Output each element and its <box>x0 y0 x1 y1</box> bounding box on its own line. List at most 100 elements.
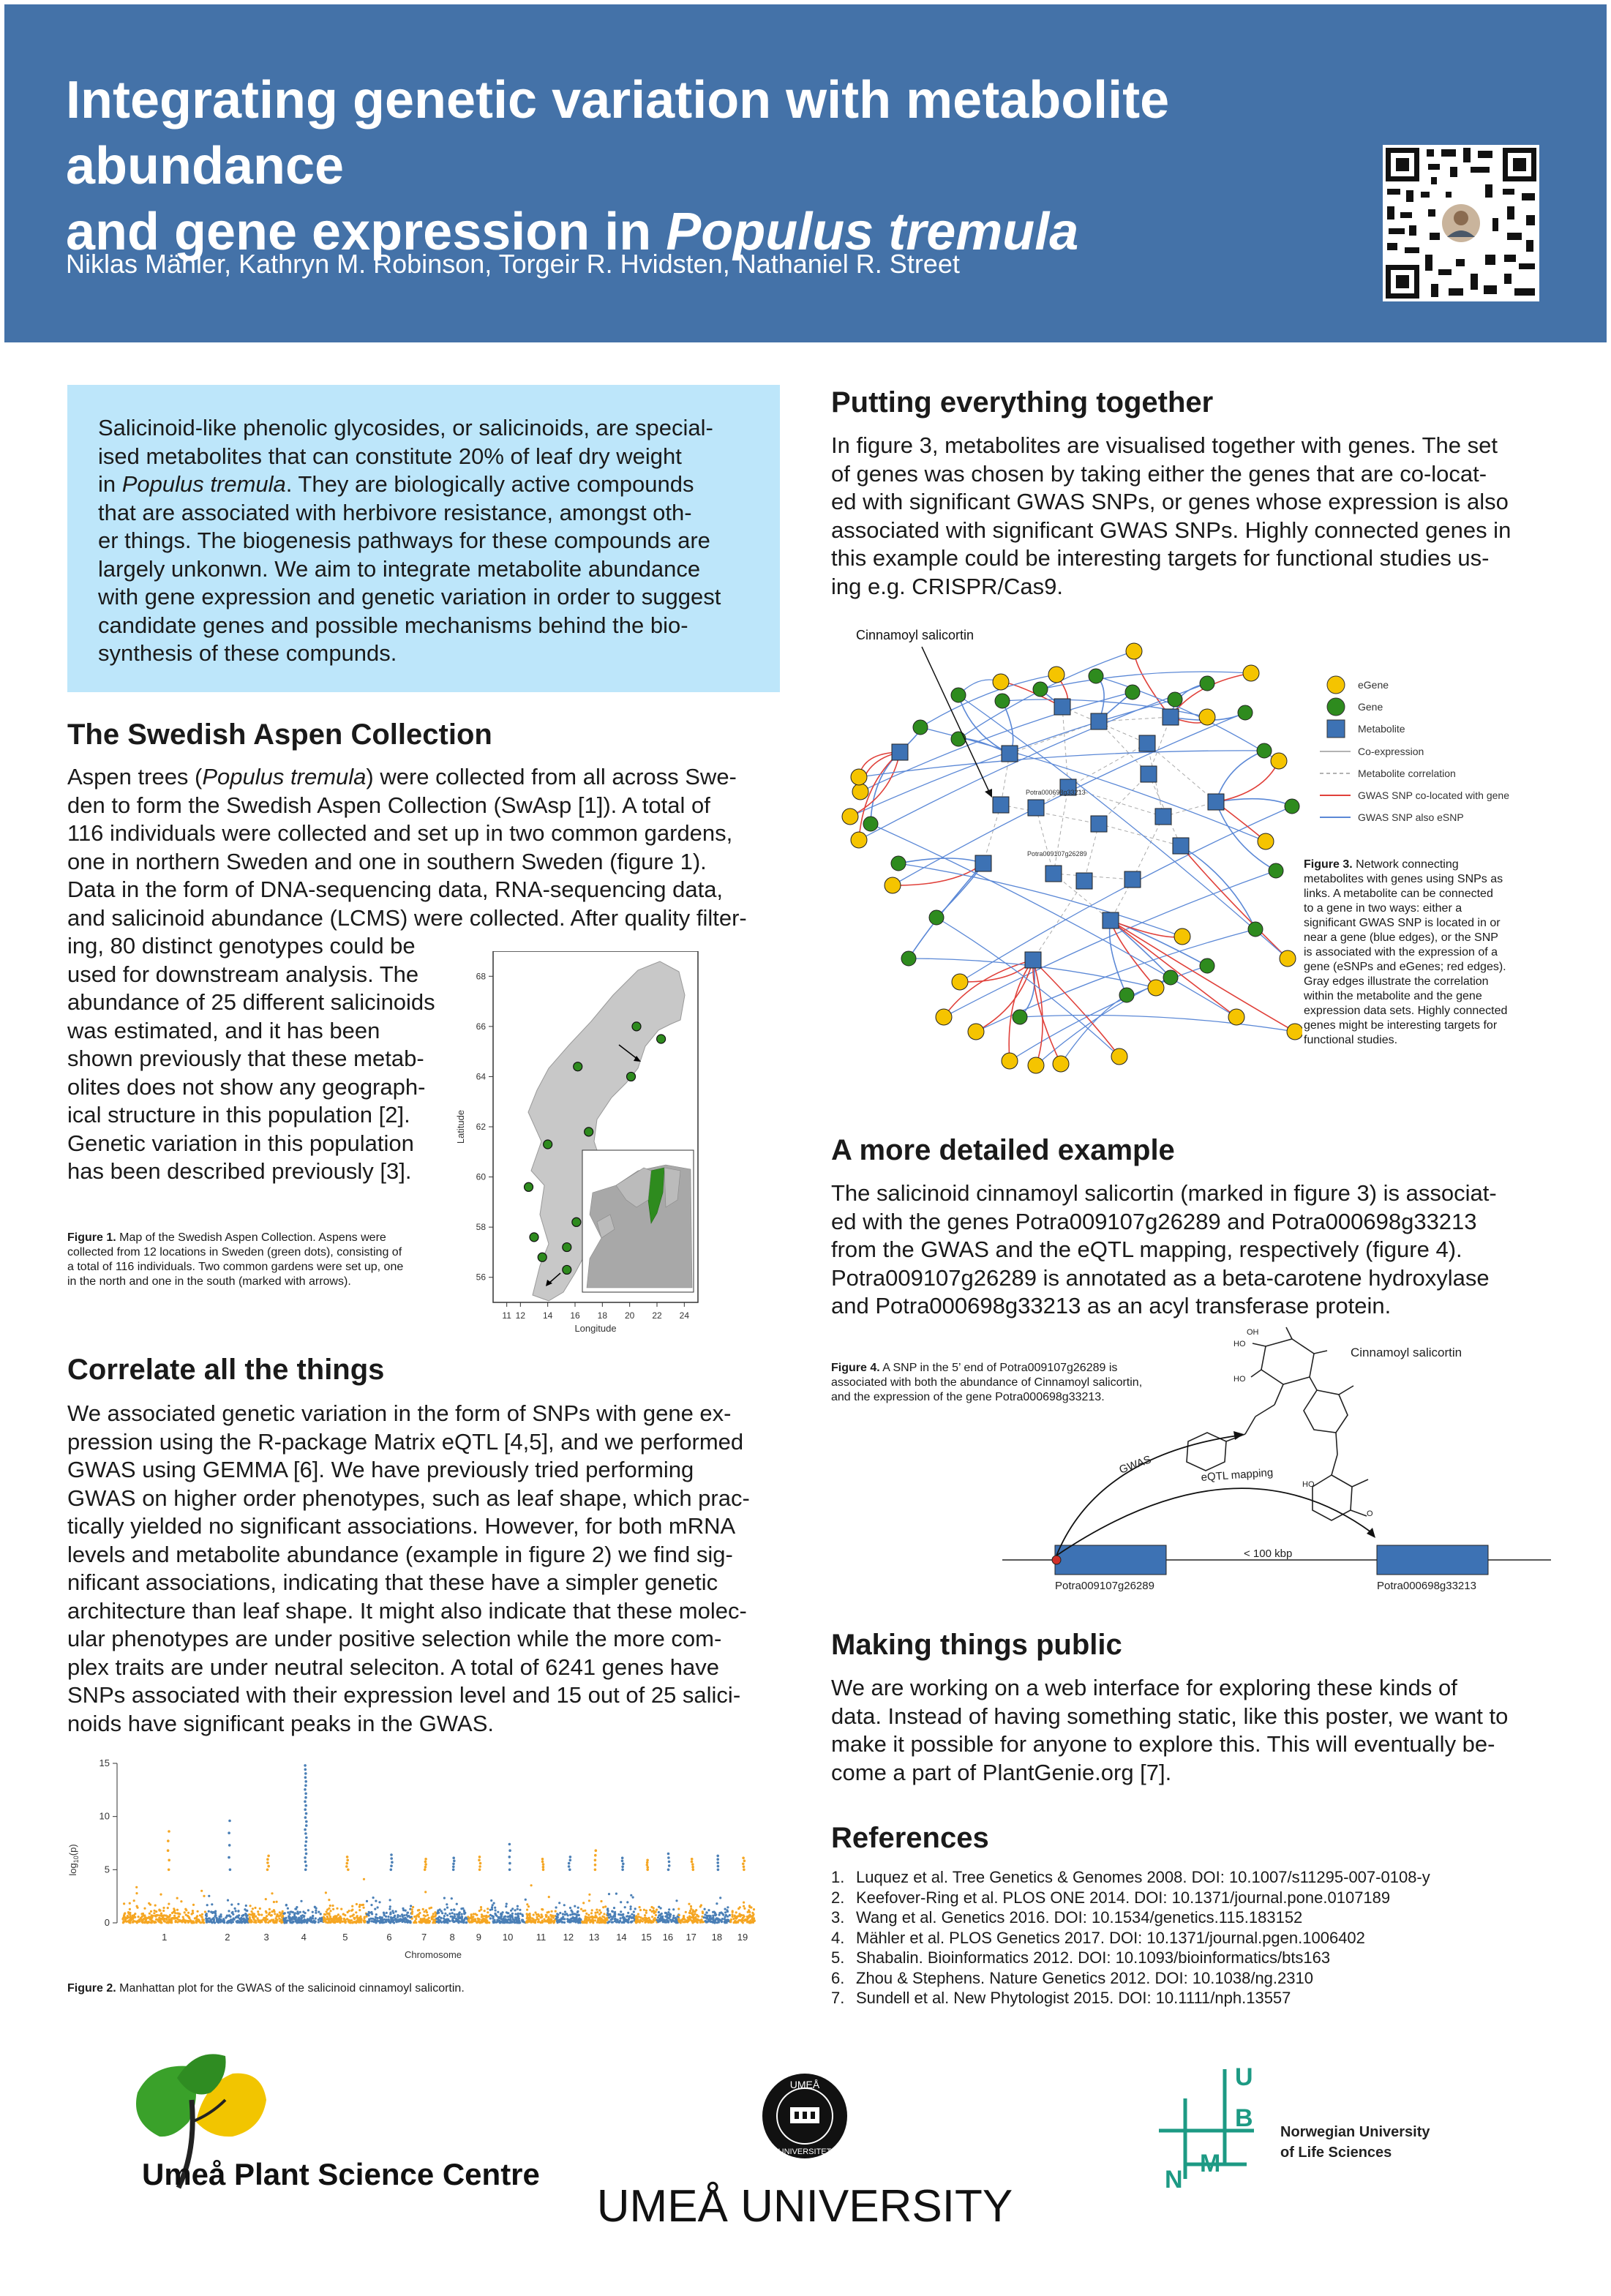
egene-node <box>1048 666 1065 683</box>
manhattan-ytick-label: 15 <box>99 1757 110 1768</box>
egene-node <box>1198 708 1216 726</box>
snp-point <box>158 1909 161 1912</box>
snp-point <box>492 1921 495 1924</box>
snp-point <box>342 1917 345 1921</box>
snp-point <box>547 1921 551 1924</box>
snp-point <box>442 1917 446 1920</box>
snp-point <box>160 1914 163 1917</box>
manhattan-xtick-label: 9 <box>476 1932 481 1943</box>
snp-peak-point <box>304 1804 307 1807</box>
coexpression-edge <box>858 750 1265 778</box>
metabolite-node <box>1154 808 1172 825</box>
snp-point <box>488 1921 491 1924</box>
snp-point <box>458 1912 461 1915</box>
snp-peak-point <box>743 1868 746 1872</box>
snp-point <box>149 1903 152 1906</box>
snp-point <box>379 1917 382 1920</box>
reference-item: 6. Zhou & Stephens. Nature Genetics 2012.… <box>831 1968 1313 1987</box>
snp-point <box>516 1907 519 1910</box>
snp-point <box>566 1920 569 1923</box>
snp-point <box>147 1921 150 1924</box>
snp-point <box>741 1921 745 1924</box>
together-text: In figure 3, metabolites are visualised … <box>831 432 1512 599</box>
snp-point <box>748 1910 751 1913</box>
snp-point <box>512 1918 515 1921</box>
snp-point <box>581 1921 584 1924</box>
snp-point <box>440 1916 443 1919</box>
snp-point <box>128 1907 131 1910</box>
snp-point <box>487 1907 489 1910</box>
coexpression-edge <box>1002 699 1208 718</box>
snp-point <box>566 1914 569 1917</box>
snp-point <box>356 1916 358 1918</box>
snp-point <box>191 1910 194 1913</box>
snp-point <box>377 1920 380 1923</box>
snp-point <box>275 1915 278 1918</box>
gene-node <box>890 855 906 871</box>
snp-peak-point <box>346 1858 350 1862</box>
snp-point <box>484 1915 487 1918</box>
snp-point <box>547 1919 549 1922</box>
chromosome-2-points <box>205 1819 250 1924</box>
snp-point <box>540 1913 543 1916</box>
snp-point <box>288 1913 291 1916</box>
snp-peak-point <box>304 1844 307 1847</box>
snp-point <box>639 1919 642 1922</box>
snp-point <box>225 1916 228 1919</box>
snp-point <box>575 1918 578 1921</box>
map-xtick-label: 14 <box>543 1310 553 1321</box>
snp-point <box>203 1910 206 1913</box>
snp-point <box>656 1908 658 1911</box>
map-location-point <box>571 1217 582 1227</box>
snp-point <box>249 1918 252 1921</box>
snp-point <box>198 1914 202 1917</box>
snp-point <box>334 1915 337 1918</box>
snp-point <box>585 1912 588 1915</box>
snp-peak-point <box>304 1856 307 1859</box>
gwas-esnp-edge <box>1032 959 1062 1065</box>
metabolite-correlation-edge <box>1032 880 1085 961</box>
snp-point <box>385 1911 388 1914</box>
snp-point <box>296 1921 299 1924</box>
snp-point <box>626 1920 629 1924</box>
snp-point <box>394 1914 397 1917</box>
upsc-branch <box>191 2098 227 2123</box>
legend-egene-symbol <box>1326 675 1345 694</box>
figure-1-caption: Figure 1. Map of the Swedish Aspen Colle… <box>67 1231 404 1288</box>
snp-peak-point <box>391 1861 394 1864</box>
nmbu-grid-lines <box>1159 2069 1254 2179</box>
snp-point <box>713 1912 717 1915</box>
snp-point <box>751 1911 754 1914</box>
qr-code[interactable] <box>1383 145 1539 301</box>
snp-point <box>752 1908 756 1911</box>
snp-point <box>657 1921 660 1924</box>
snp-point <box>249 1905 252 1907</box>
snp-point <box>441 1912 444 1915</box>
snp-point <box>444 1912 447 1915</box>
snp-point <box>552 1921 555 1924</box>
snp-point <box>388 1907 391 1910</box>
snp-peak-point <box>567 1861 571 1865</box>
snp-point <box>614 1910 617 1913</box>
snp-point <box>496 1920 499 1923</box>
snp-point <box>137 1916 140 1918</box>
snp-point <box>692 1913 696 1916</box>
snp-point <box>272 1900 275 1904</box>
snp-point <box>603 1919 607 1922</box>
snp-point <box>418 1911 421 1915</box>
snp-point <box>190 1913 193 1916</box>
snp-point <box>403 1918 406 1921</box>
snp-point <box>401 1920 404 1924</box>
snp-point <box>216 1920 219 1924</box>
map-ytick-label: 62 <box>476 1122 487 1132</box>
egene-node <box>992 673 1010 691</box>
umu-seal-top: UMEÅ <box>790 2079 820 2090</box>
snp-point <box>557 1913 560 1916</box>
snp-point <box>660 1916 663 1918</box>
snp-peak-point <box>541 1858 544 1861</box>
snp-point <box>397 1914 399 1917</box>
snp-point <box>579 1921 582 1924</box>
gene-node <box>1119 987 1135 1003</box>
chromosome-13-points <box>579 1849 609 1924</box>
snp-point <box>596 1911 599 1914</box>
